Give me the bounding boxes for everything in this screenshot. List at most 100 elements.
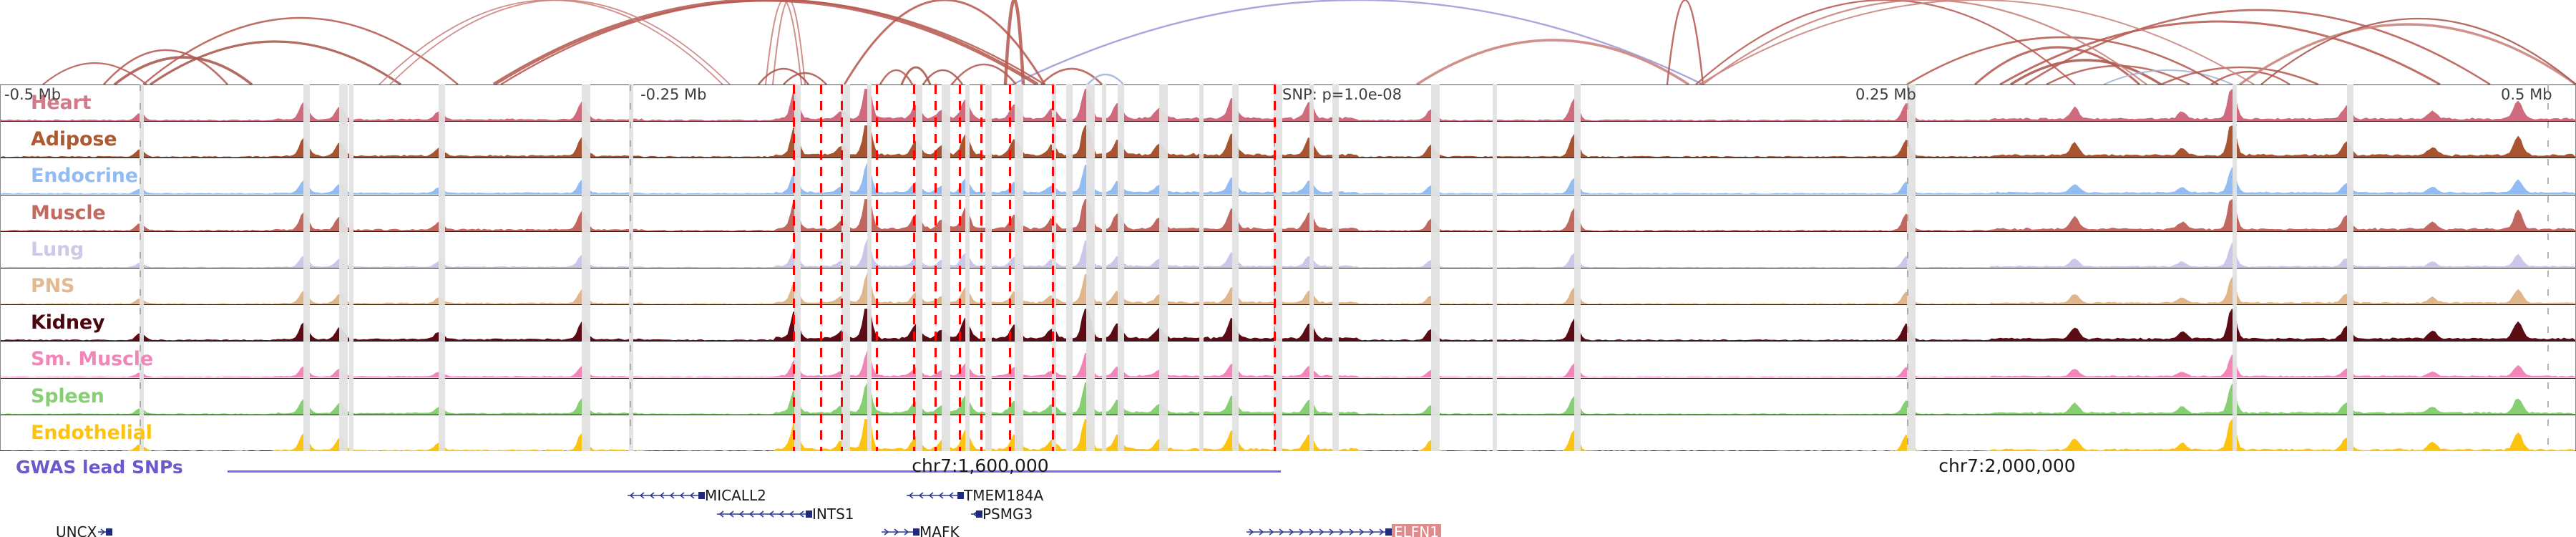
interaction-arc (1999, 20, 2441, 84)
interaction-arc (2260, 17, 2576, 84)
chromatin-interaction-arcs-panel (0, 0, 2576, 84)
interaction-arc (1906, 36, 2219, 84)
gene-body-psmg3 (970, 508, 982, 520)
gene-label-micall2: MICALL2 (705, 487, 766, 504)
interaction-arc (1695, 0, 2076, 84)
gene-strand-arrows (98, 528, 113, 536)
track-label-heart: Heart (31, 91, 92, 114)
signal-profile (1, 382, 2575, 415)
track-label-pns: PNS (31, 274, 75, 297)
track-label-spleen: Spleen (31, 384, 104, 407)
locus-coordinate-right: chr7:2,000,000 (1938, 455, 2076, 476)
interaction-arc (783, 72, 827, 84)
signal-profile (1, 309, 2575, 342)
track-label-adipose: Adipose (31, 128, 117, 151)
signal-area (1, 418, 2575, 452)
signal-track-stack: Heart Adipose Endocrine Muscle Lung PNS Kidney… (0, 84, 2576, 452)
gene-model-uncx[interactable]: UNCX (56, 523, 113, 537)
interaction-arc (103, 49, 228, 84)
signal-track-sm-muscle[interactable]: Sm. Muscle (1, 342, 2575, 379)
annotation-panel: GWAS lead SNPs chr7:1,600,000 chr7:2,000… (0, 451, 2576, 537)
signal-area (1, 350, 2575, 378)
interaction-arc (2160, 66, 2319, 84)
gene-body-micall2 (626, 490, 705, 501)
gene-label-uncx: UNCX (56, 523, 97, 537)
interaction-arc (1012, 0, 1704, 84)
locus-coordinate-left: chr7:1,600,000 (912, 455, 1049, 476)
gene-label-ints1: INTS1 (812, 505, 854, 523)
signal-track-lung[interactable]: Lung (1, 232, 2575, 268)
interaction-arc (1702, 0, 2147, 84)
gwas-track-line (228, 470, 1281, 473)
axis-tick-label-left-0-25: -0.25 Mb (640, 86, 707, 103)
track-label-lung: Lung (31, 238, 84, 261)
signal-area (1, 125, 2575, 158)
signal-track-adipose[interactable]: Adipose (1, 122, 2575, 159)
gene-label-mafk: MAFK (919, 523, 960, 537)
signal-profile (1, 418, 2575, 452)
gene-model-tmem184a[interactable]: TMEM184A (905, 488, 1043, 503)
gene-strand-arrows (971, 511, 982, 518)
interaction-arc (1974, 46, 2141, 84)
gene-strand-arrows (628, 492, 705, 499)
signal-track-kidney[interactable]: Kidney (1, 305, 2575, 342)
interaction-arc (2210, 70, 2290, 84)
signal-profile (1, 125, 2575, 158)
interaction-arc (1003, 0, 1025, 84)
gene-model-psmg3[interactable]: PSMG3 (970, 507, 1033, 521)
interaction-arc (1416, 39, 1689, 84)
track-label-muscle: Muscle (31, 201, 106, 224)
snp-threshold-annotation: SNP: p=1.0e-08 (1282, 86, 1402, 103)
signal-area (1, 309, 2575, 342)
signal-profile (1, 162, 2575, 195)
gene-label-tmem184a: TMEM184A (964, 487, 1044, 504)
signal-profile (1, 272, 2575, 305)
interaction-arc (500, 0, 1045, 84)
gene-strand-arrows (1246, 528, 1392, 536)
interaction-arc (1666, 0, 1704, 84)
signal-area (1, 238, 2575, 268)
signal-track-endothelial[interactable]: Endothelial (1, 415, 2575, 452)
signal-profile (1, 198, 2575, 231)
gene-strand-arrows (882, 528, 919, 536)
gene-strand-arrows (717, 511, 812, 518)
gene-body-elfn1 (1245, 526, 1392, 537)
track-label-endocrine: Endocrine (31, 165, 138, 188)
track-label-kidney: Kidney (31, 311, 105, 334)
gene-model-elfn1[interactable]: ELFN1 (1245, 524, 1441, 537)
interaction-arc (1040, 67, 1103, 84)
signal-track-spleen[interactable]: Spleen (1, 379, 2575, 415)
gene-model-ints1[interactable]: INTS1 (716, 507, 854, 521)
signal-profile (1, 350, 2575, 378)
interaction-arc (757, 67, 810, 84)
gene-body-mafk (880, 526, 919, 537)
gwas-track-label: GWAS lead SNPs (16, 457, 183, 478)
gene-strand-arrows (907, 492, 964, 499)
gene-model-micall2[interactable]: MICALL2 (626, 488, 766, 503)
track-label-endothelial: Endothelial (31, 422, 152, 445)
arc-svg (42, 0, 2576, 84)
signal-profile (1, 238, 2575, 268)
interaction-arc (922, 69, 964, 84)
signal-area (1, 382, 2575, 415)
gwas-lead-snps-track[interactable]: GWAS lead SNPs chr7:1,600,000 chr7:2,000… (0, 455, 2576, 478)
signal-track-muscle[interactable]: Muscle (1, 195, 2575, 232)
signal-track-pns[interactable]: PNS (1, 268, 2575, 306)
interaction-arc (492, 0, 1039, 84)
gene-model-mafk[interactable]: MAFK (880, 525, 960, 537)
interaction-arc (2010, 59, 2162, 84)
interaction-arc (2103, 69, 2233, 84)
interaction-arc (950, 63, 1018, 84)
signal-track-heart[interactable]: Heart (1, 85, 2575, 122)
signal-area (1, 272, 2575, 305)
signal-track-endocrine[interactable]: Endocrine (1, 158, 2575, 195)
axis-tick-label-left-0-5: -0.5 Mb (4, 86, 62, 103)
interaction-arc (2239, 23, 2576, 84)
gene-body-ints1 (716, 508, 812, 520)
interaction-arc (142, 16, 459, 84)
interaction-arc (113, 56, 253, 84)
interaction-arc (879, 69, 914, 84)
interaction-arc (42, 62, 147, 84)
interaction-arc (1087, 73, 1124, 84)
